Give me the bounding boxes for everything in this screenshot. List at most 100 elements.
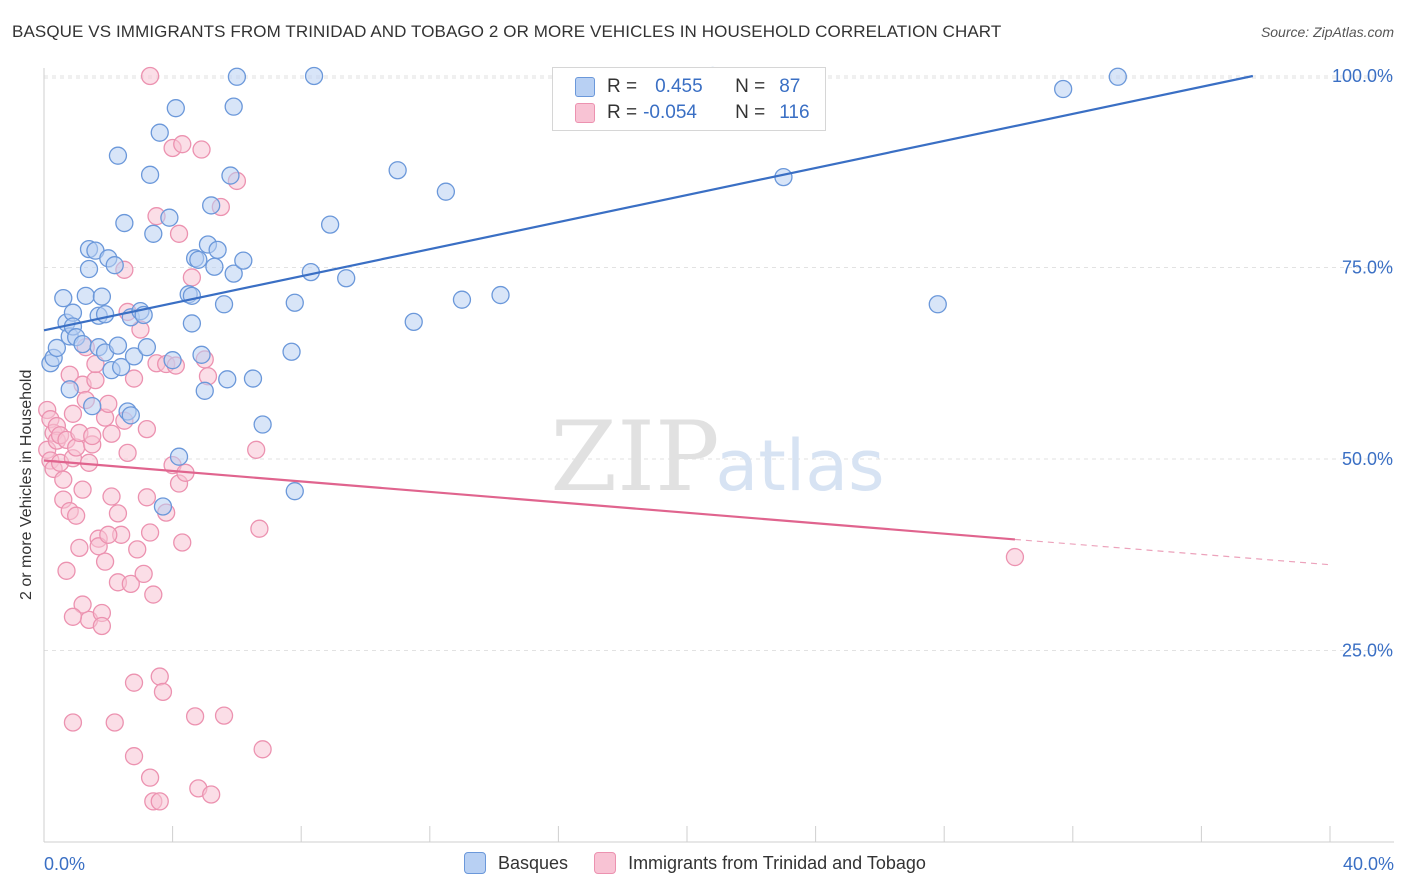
data-point <box>95 305 115 324</box>
data-point <box>76 286 95 305</box>
data-point <box>205 257 224 276</box>
data-point <box>250 519 269 538</box>
legend-item-basques: Basques <box>464 852 568 874</box>
data-point <box>202 196 221 215</box>
trend-lines <box>43 74 1331 566</box>
data-point <box>124 347 144 366</box>
data-point <box>99 394 118 413</box>
data-point <box>83 396 102 416</box>
data-point <box>99 525 118 544</box>
data-point <box>137 419 157 439</box>
data-point <box>169 447 189 466</box>
y-tick-label: 50.0% <box>1342 449 1393 469</box>
tick-labels: 25.0% 50.0% 75.0% 100.0% 0.0% 40.0% <box>44 66 1394 874</box>
data-point <box>105 256 124 275</box>
chart-title: BASQUE VS IMMIGRANTS FROM TRINIDAD AND T… <box>12 22 1002 41</box>
data-point <box>54 288 73 308</box>
data-point <box>337 269 356 288</box>
data-point <box>95 552 115 571</box>
trend-line-extension <box>1014 538 1331 566</box>
data-point <box>83 426 102 446</box>
y-tick-label: 25.0% <box>1342 641 1393 661</box>
data-point <box>128 540 147 559</box>
data-point <box>282 342 301 361</box>
data-point <box>182 314 202 333</box>
data-point <box>214 706 234 725</box>
data-point <box>160 208 179 227</box>
data-point <box>185 707 205 726</box>
watermark-zip: ZIP <box>550 401 719 513</box>
data-point <box>192 140 211 159</box>
data-point <box>182 268 202 287</box>
legend-r-value: 0.455 <box>655 76 703 97</box>
x-tick-label: 0.0% <box>44 854 85 874</box>
trend-line <box>43 459 1016 541</box>
data-point <box>320 215 340 234</box>
data-point <box>112 357 131 377</box>
data-point <box>92 287 112 306</box>
legend-label-basques: Basques <box>498 852 569 873</box>
data-point <box>452 290 472 309</box>
data-point <box>221 166 240 185</box>
data-point <box>304 66 324 86</box>
data-point <box>115 213 134 233</box>
data-point <box>253 740 272 759</box>
data-point <box>234 251 253 270</box>
data-point <box>79 259 99 279</box>
data-point <box>63 404 83 423</box>
watermark: ZIP atlas <box>550 401 884 513</box>
data-point <box>150 792 169 811</box>
data-point <box>153 497 173 516</box>
data-point <box>121 406 140 425</box>
data-point <box>144 224 163 243</box>
data-point <box>247 440 266 459</box>
series-legend: Basques Immigrants from Trinidad and Tob… <box>464 852 952 874</box>
data-point <box>86 370 105 390</box>
data-point <box>121 574 140 594</box>
data-point <box>67 506 86 525</box>
correlation-legend: R = 0.455 N = 87 R = -0.054 N = 116 <box>552 67 826 131</box>
y-tick-label: 75.0% <box>1342 258 1393 278</box>
x-tick-label: 40.0% <box>1343 854 1394 874</box>
y-tick-label: 100.0% <box>1332 66 1393 86</box>
data-point <box>150 123 169 142</box>
data-point <box>108 336 128 355</box>
data-point <box>63 713 83 732</box>
data-point <box>63 607 83 626</box>
y-axis-title: 2 or more Vehicles in Household <box>18 369 35 600</box>
data-point <box>214 295 234 314</box>
trend-line <box>43 74 1254 332</box>
data-point <box>70 538 89 558</box>
data-point <box>102 424 121 443</box>
data-point <box>182 286 202 305</box>
legend-n-label: N = <box>735 76 766 97</box>
data-point <box>124 369 144 388</box>
legend-n-value: 116 <box>779 102 810 123</box>
chart-source: Source: ZipAtlas.com <box>1260 24 1394 40</box>
legend-row-basques: R = 0.455 N = 87 <box>575 74 800 100</box>
data-point <box>227 67 247 86</box>
data-point <box>388 161 407 180</box>
data-point <box>134 564 153 584</box>
legend-swatch-basques <box>464 852 486 874</box>
data-point <box>1005 547 1025 567</box>
data-point <box>1108 67 1127 86</box>
watermark-atlas: atlas <box>715 425 884 507</box>
legend-swatch-immigrants <box>594 852 617 874</box>
data-point <box>1054 79 1073 99</box>
legend-swatch-blue <box>575 77 595 97</box>
data-point <box>102 487 121 506</box>
legend-n-label: N = <box>735 102 766 123</box>
data-point <box>173 533 192 552</box>
data-point <box>224 264 243 283</box>
data-point <box>285 482 304 501</box>
data-point <box>105 713 124 732</box>
data-point <box>189 250 208 269</box>
legend-r-label: R = <box>607 76 638 97</box>
data-point <box>218 370 237 389</box>
data-point <box>124 673 144 692</box>
data-point <box>243 369 263 388</box>
data-point <box>436 182 456 201</box>
data-point <box>108 146 128 165</box>
